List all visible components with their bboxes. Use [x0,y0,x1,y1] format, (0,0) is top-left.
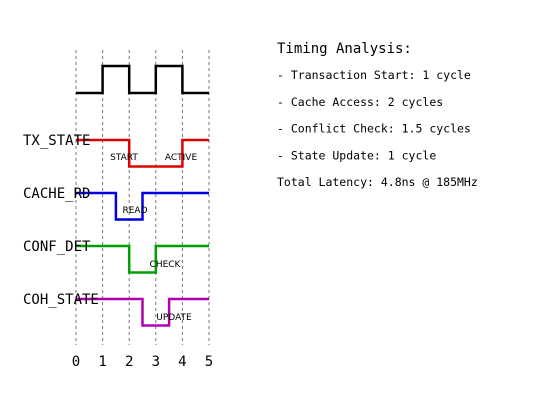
signal-waveform [76,297,209,327]
analysis-line: - Conflict Check: 1.5 cycles [277,122,471,136]
signal-waveform [76,191,209,221]
analysis-line: - Transaction Start: 1 cycle [277,68,471,82]
signal-annotation: ACTIVE [165,153,198,163]
analysis-line: - Cache Access: 2 cycles [277,95,443,109]
signal-label: CACHE_RD [23,186,90,202]
signal-annotation: CHECK [150,260,182,270]
time-tick-label: 0 [72,354,80,370]
analysis-line: - State Update: 1 cycle [277,148,436,162]
signal-annotation: UPDATE [156,313,192,323]
time-tick-label: 4 [178,354,186,370]
time-tick-label: 2 [125,354,133,370]
analysis-line: Total Latency: 4.8ns @ 185MHz [277,175,478,189]
analysis-title: Timing Analysis: [277,41,412,57]
signal-label: CONF_DET [23,239,91,255]
time-tick-label: 3 [152,354,160,370]
time-tick-label: 1 [98,354,106,370]
signal-annotation: START [110,153,138,163]
time-tick-label: 5 [205,354,213,370]
signal-label: COH_STATE [23,292,99,308]
signal-waveform [76,138,209,168]
signal-waveform [76,244,209,274]
signal-annotation: READ [122,206,147,216]
signal-label: TX_STATE [23,133,90,149]
clock-waveform [76,64,209,95]
